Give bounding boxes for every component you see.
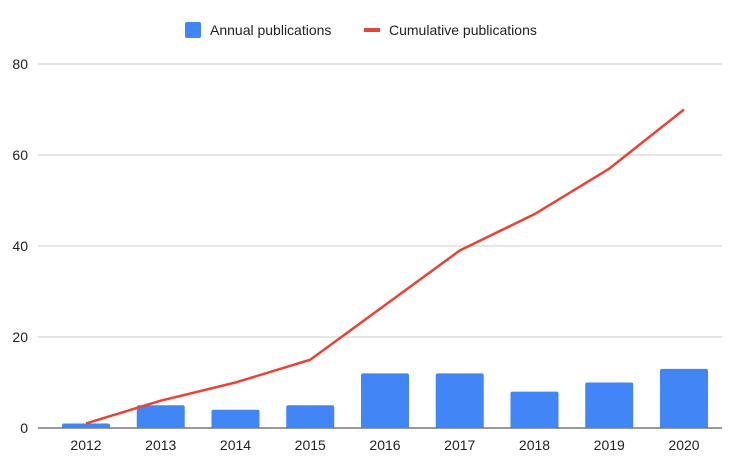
- legend-swatch-annual: [185, 22, 201, 38]
- bar-2013: [136, 405, 185, 428]
- y-tick-label: 80: [12, 56, 28, 72]
- bar-2015: [286, 405, 335, 428]
- y-tick-label: 20: [12, 329, 28, 345]
- bar-2016: [361, 373, 409, 428]
- legend: Annual publications Cumulative publicati…: [185, 22, 537, 38]
- cumulative-line: [85, 108, 685, 425]
- bar-2019: [585, 382, 634, 428]
- x-tick-label: 2017: [444, 437, 475, 453]
- x-tick-label: 2012: [70, 437, 101, 453]
- y-tick-label: 0: [20, 420, 28, 436]
- bar-2018: [510, 391, 559, 428]
- legend-label-annual: Annual publications: [210, 22, 331, 38]
- bar-2017: [435, 373, 484, 428]
- x-tick-label: 2019: [594, 437, 625, 453]
- bar-2020: [660, 368, 708, 428]
- legend-swatch-cumulative: [364, 28, 380, 32]
- x-tick-label: 2015: [295, 437, 326, 453]
- y-tick-label: 60: [12, 147, 28, 163]
- y-tick-label: 40: [12, 238, 28, 254]
- x-tick-label: 2014: [220, 437, 251, 453]
- bar-2014: [211, 409, 260, 428]
- legend-label-cumulative: Cumulative publications: [389, 22, 537, 38]
- x-tick-label: 2020: [668, 437, 699, 453]
- bar-2012: [62, 423, 110, 428]
- x-tick-label: 2018: [519, 437, 550, 453]
- x-tick-label: 2013: [145, 437, 176, 453]
- x-tick-label: 2016: [369, 437, 400, 453]
